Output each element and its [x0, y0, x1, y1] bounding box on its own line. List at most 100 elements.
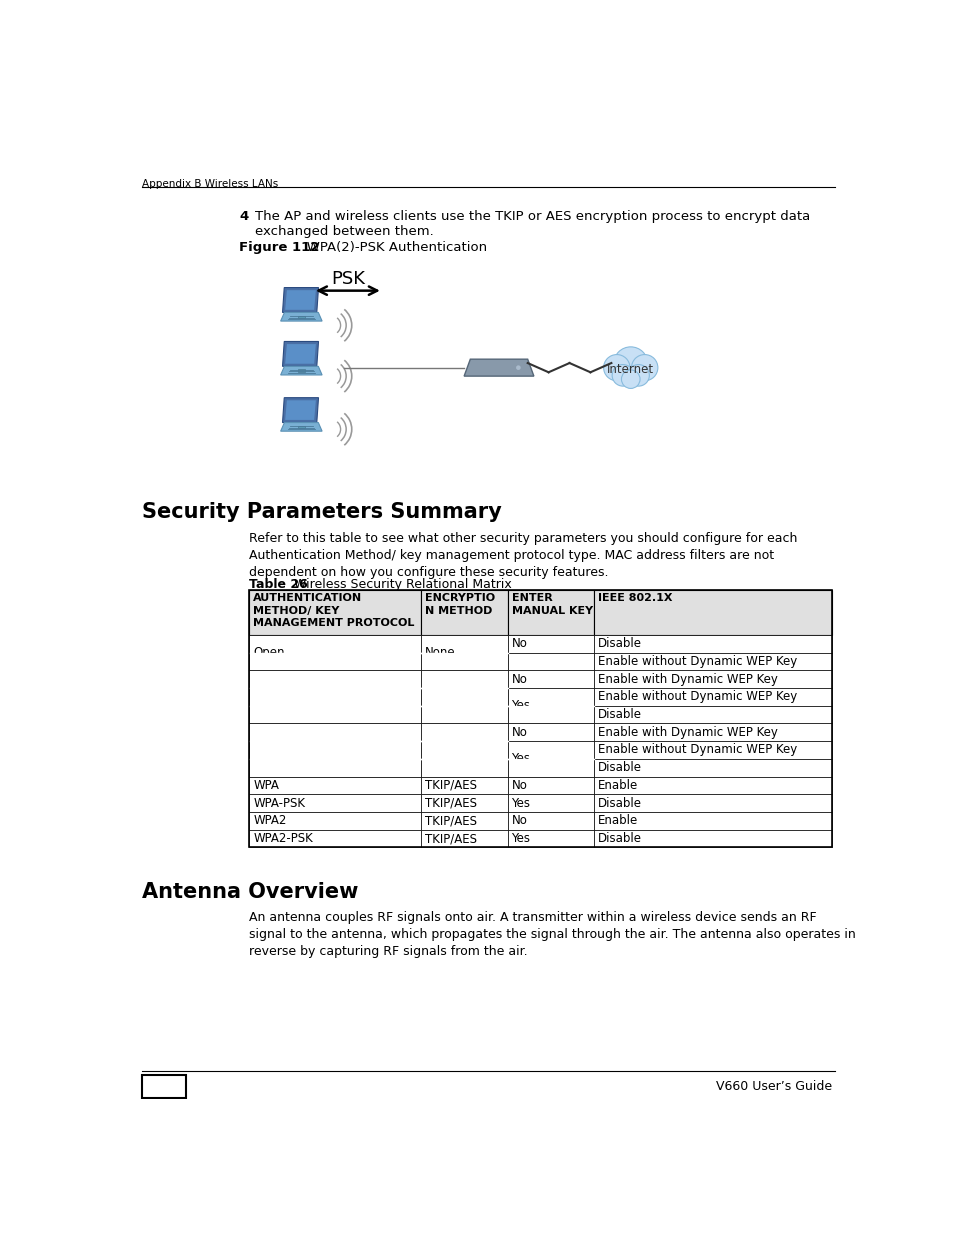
Polygon shape: [280, 367, 322, 375]
Bar: [249, 590, 421, 635]
Text: Appendix B Wireless LANs: Appendix B Wireless LANs: [142, 179, 278, 189]
Bar: [249, 794, 421, 811]
Polygon shape: [464, 359, 534, 377]
Text: Enable: Enable: [598, 779, 638, 792]
Text: Enable: Enable: [598, 814, 638, 827]
Bar: [249, 777, 421, 794]
Text: WPA(2)-PSK Authentication: WPA(2)-PSK Authentication: [294, 241, 487, 253]
Bar: [249, 671, 421, 724]
Circle shape: [627, 364, 649, 387]
Text: No: No: [511, 637, 527, 650]
Text: Disable: Disable: [598, 797, 641, 810]
Circle shape: [631, 354, 658, 380]
Bar: [421, 688, 507, 705]
Text: Yes: Yes: [511, 752, 530, 766]
Text: Figure 112: Figure 112: [239, 241, 319, 253]
Bar: [249, 741, 421, 758]
Bar: [249, 635, 421, 671]
Polygon shape: [280, 312, 322, 321]
Bar: [249, 724, 421, 777]
Text: Open: Open: [253, 646, 285, 659]
Text: PSK: PSK: [331, 270, 364, 288]
Bar: [421, 758, 507, 777]
Polygon shape: [282, 288, 318, 312]
Text: TKIP/AES: TKIP/AES: [425, 814, 476, 827]
Circle shape: [516, 366, 520, 370]
Bar: [421, 777, 507, 794]
Bar: [297, 369, 305, 372]
Bar: [507, 777, 594, 794]
Circle shape: [620, 370, 639, 389]
Bar: [594, 688, 831, 705]
Bar: [421, 830, 507, 847]
Text: TKIP/AES: TKIP/AES: [425, 779, 476, 792]
Bar: [297, 316, 305, 317]
Bar: [594, 590, 831, 635]
Text: Enable without Dynamic WEP Key: Enable without Dynamic WEP Key: [598, 655, 796, 668]
Bar: [421, 590, 507, 635]
Text: WPA: WPA: [253, 779, 279, 792]
Bar: [421, 705, 507, 724]
Polygon shape: [282, 341, 318, 367]
Text: V660 User’s Guide: V660 User’s Guide: [716, 1079, 831, 1093]
Bar: [594, 758, 831, 777]
Text: Antenna Overview: Antenna Overview: [142, 882, 358, 902]
Bar: [421, 741, 507, 758]
Bar: [507, 590, 594, 635]
Bar: [249, 811, 421, 830]
Bar: [594, 671, 831, 688]
Bar: [594, 652, 831, 671]
Bar: [249, 590, 831, 847]
Bar: [421, 794, 507, 811]
Text: Yes: Yes: [511, 699, 530, 713]
Bar: [507, 635, 594, 652]
Text: No: No: [511, 779, 527, 792]
Bar: [507, 830, 594, 847]
Bar: [507, 688, 594, 724]
Text: TKIP/AES: TKIP/AES: [425, 832, 476, 845]
Bar: [594, 794, 831, 811]
Text: Shared: Shared: [253, 743, 294, 757]
Bar: [594, 777, 831, 794]
Bar: [507, 652, 594, 671]
Text: Open: Open: [253, 690, 285, 703]
Bar: [507, 794, 594, 811]
Bar: [249, 590, 831, 635]
Text: 176: 176: [144, 1077, 184, 1095]
Text: IEEE 802.1X: IEEE 802.1X: [598, 593, 672, 603]
Text: No: No: [511, 814, 527, 827]
Text: Disable: Disable: [598, 832, 641, 845]
Text: Yes: Yes: [511, 832, 530, 845]
Text: Enable without Dynamic WEP Key: Enable without Dynamic WEP Key: [598, 743, 796, 757]
Text: Security Parameters Summary: Security Parameters Summary: [142, 503, 501, 522]
Bar: [421, 635, 507, 671]
Polygon shape: [282, 398, 318, 422]
Polygon shape: [285, 290, 315, 310]
Bar: [249, 688, 421, 705]
Bar: [507, 758, 594, 777]
Bar: [507, 671, 594, 688]
Bar: [421, 671, 507, 724]
Text: Disable: Disable: [598, 708, 641, 721]
Text: Table 26: Table 26: [249, 578, 308, 590]
Bar: [507, 811, 594, 830]
Polygon shape: [280, 422, 322, 431]
Bar: [249, 758, 421, 777]
Bar: [507, 724, 594, 741]
Text: Internet: Internet: [606, 363, 654, 375]
Bar: [142, 1074, 186, 1098]
Text: The AP and wireless clients use the TKIP or AES encryption process to encrypt da: The AP and wireless clients use the TKIP…: [254, 210, 809, 238]
Bar: [507, 705, 594, 724]
Text: Enable without Dynamic WEP Key: Enable without Dynamic WEP Key: [598, 690, 796, 703]
Text: Wireless Security Relational Matrix: Wireless Security Relational Matrix: [282, 578, 511, 590]
Text: An antenna couples RF signals onto air. A transmitter within a wireless device s: An antenna couples RF signals onto air. …: [249, 911, 855, 958]
Text: ENCRYPTIO
N METHOD: ENCRYPTIO N METHOD: [425, 593, 495, 616]
Text: WPA2-PSK: WPA2-PSK: [253, 832, 313, 845]
Text: WPA-PSK: WPA-PSK: [253, 797, 305, 810]
Bar: [594, 705, 831, 724]
Text: Refer to this table to see what other security parameters you should configure f: Refer to this table to see what other se…: [249, 531, 797, 579]
Bar: [594, 635, 831, 652]
Circle shape: [612, 364, 633, 387]
Circle shape: [613, 347, 647, 380]
Text: WEP: WEP: [425, 743, 451, 757]
